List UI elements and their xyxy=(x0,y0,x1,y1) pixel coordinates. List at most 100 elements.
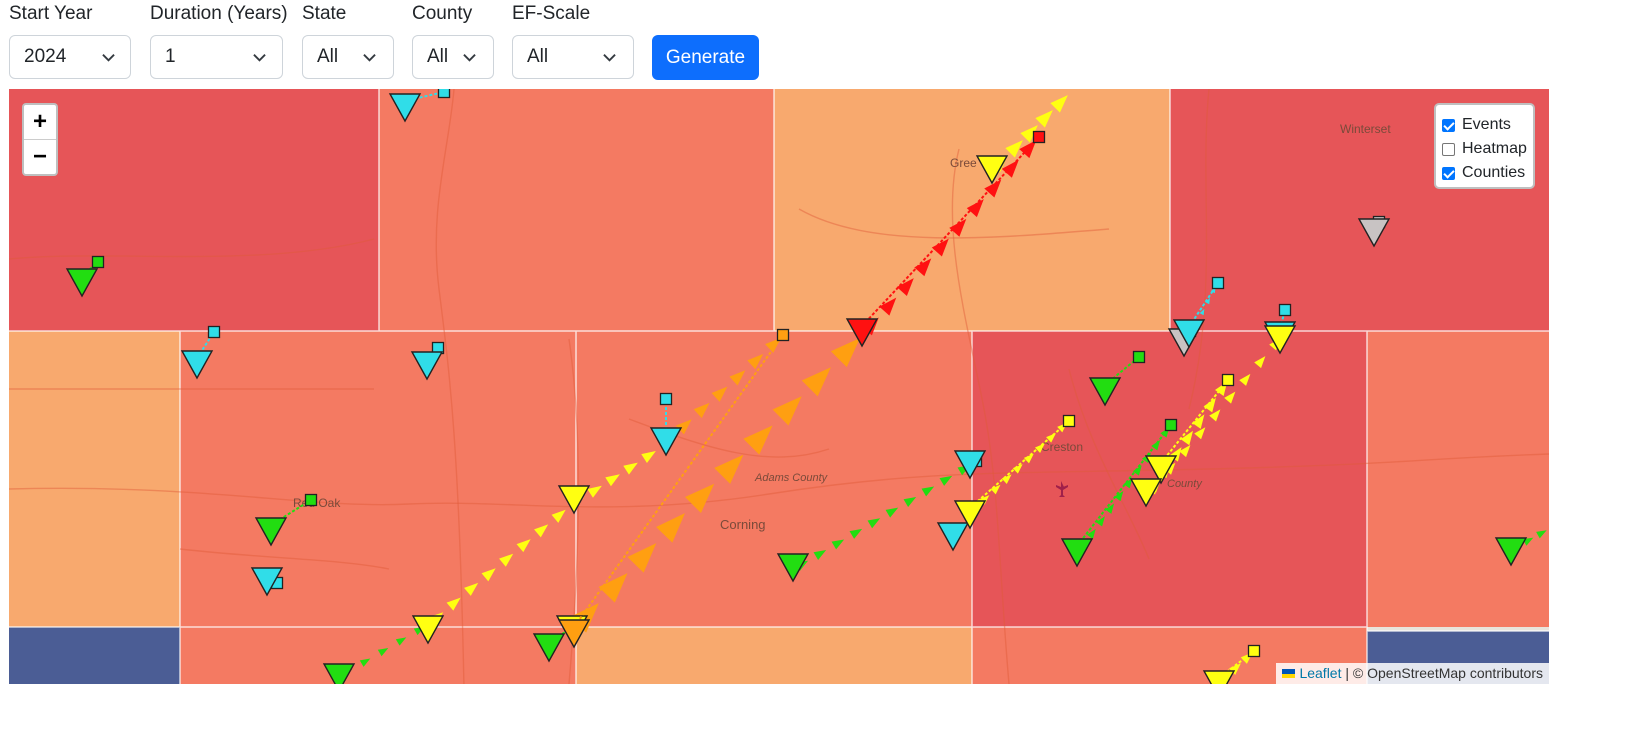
event-start-marker[interactable] xyxy=(388,93,422,123)
event-end-marker[interactable] xyxy=(1062,414,1076,428)
track-arrow xyxy=(879,297,897,316)
track-arrow xyxy=(598,573,628,603)
event-start-marker[interactable] xyxy=(322,663,356,684)
ef-scale-select[interactable]: All xyxy=(512,35,634,79)
state-value: All xyxy=(317,46,339,67)
track-arrow xyxy=(896,278,914,297)
event-start-marker[interactable] xyxy=(1263,325,1297,355)
event-start-marker[interactable] xyxy=(532,633,566,663)
filter-bar: Start Year 2024 Duration (Years) 1 State… xyxy=(0,0,1649,88)
event-markers xyxy=(65,89,1528,684)
county-polygon[interactable] xyxy=(9,89,379,331)
map-container[interactable]: Winterset Red Oak Adams County Corning C… xyxy=(9,89,1549,684)
track-arrow xyxy=(693,402,710,419)
county-select[interactable]: All xyxy=(412,35,494,79)
event-end-marker[interactable] xyxy=(1247,644,1261,658)
track-arrow xyxy=(830,337,861,368)
track-arrow xyxy=(1005,140,1023,158)
event-start-marker[interactable] xyxy=(411,615,445,645)
layer-heatmap[interactable]: Heatmap xyxy=(1442,137,1533,161)
generate-button[interactable]: Generate xyxy=(652,35,759,80)
event-start-marker[interactable] xyxy=(953,500,987,530)
event-end-marker[interactable] xyxy=(1032,130,1046,144)
zoom-in-button[interactable]: + xyxy=(32,108,47,135)
event-end-marker[interactable] xyxy=(659,392,673,406)
event-start-marker[interactable] xyxy=(975,155,1009,185)
event-end-marker[interactable] xyxy=(1221,373,1235,387)
event-end-marker[interactable] xyxy=(1278,303,1292,317)
event-start-marker[interactable] xyxy=(936,522,970,552)
event-end-marker[interactable] xyxy=(1164,418,1178,432)
county-polygon[interactable] xyxy=(379,89,774,331)
event-start-marker[interactable] xyxy=(1129,478,1163,508)
track-arrow xyxy=(914,258,932,277)
event-start-marker[interactable] xyxy=(1060,538,1094,568)
event-start-marker[interactable] xyxy=(953,450,987,480)
track-arrow xyxy=(675,419,692,435)
event-end-marker[interactable] xyxy=(776,328,790,342)
heatmap-checkbox[interactable] xyxy=(1442,142,1455,156)
duration-select[interactable]: 1 xyxy=(150,35,283,79)
event-start-marker[interactable] xyxy=(254,517,288,547)
county-polygon[interactable] xyxy=(9,627,180,684)
event-start-marker[interactable] xyxy=(1144,455,1178,485)
event-start-marker[interactable] xyxy=(1357,218,1391,248)
county-polygon[interactable] xyxy=(180,331,576,627)
track-arrow xyxy=(1209,409,1221,422)
track-arrow xyxy=(885,507,899,518)
event-start-marker[interactable] xyxy=(180,350,214,380)
event-start-marker[interactable] xyxy=(1172,319,1206,349)
place-label: Creston xyxy=(1041,440,1083,454)
track-arrow xyxy=(656,513,685,543)
track-arrow xyxy=(867,518,881,529)
track-arrow xyxy=(1199,308,1205,316)
event-start-marker[interactable] xyxy=(410,351,444,381)
track-arrow xyxy=(516,539,531,553)
place-label: Corning xyxy=(720,517,766,532)
event-start-marker[interactable] xyxy=(1494,537,1528,567)
county-polygon[interactable] xyxy=(576,331,972,627)
event-start-marker[interactable] xyxy=(65,268,99,298)
track-arrow xyxy=(1001,474,1012,484)
event-end-marker[interactable] xyxy=(1211,276,1225,290)
leaflet-link[interactable]: Leaflet xyxy=(1299,665,1342,681)
track-arrow xyxy=(743,425,773,455)
track-arrow xyxy=(1132,465,1142,476)
map-canvas[interactable]: Winterset Red Oak Adams County Corning C… xyxy=(9,89,1549,684)
county-polygon[interactable] xyxy=(180,627,576,684)
layer-label: Heatmap xyxy=(1462,140,1527,157)
event-end-marker[interactable] xyxy=(304,493,318,507)
event-end-marker[interactable] xyxy=(207,325,221,339)
events-checkbox[interactable] xyxy=(1442,118,1455,132)
event-start-marker[interactable] xyxy=(776,553,810,583)
chevron-down-icon xyxy=(363,54,376,62)
track-arrow xyxy=(481,568,496,582)
state-label: State xyxy=(302,3,347,24)
event-start-marker[interactable] xyxy=(649,427,683,457)
county-polygon[interactable] xyxy=(1367,331,1549,627)
event-start-marker[interactable] xyxy=(1202,670,1236,684)
event-start-marker[interactable] xyxy=(250,567,284,597)
county-polygon[interactable] xyxy=(972,331,1367,627)
event-end-marker[interactable] xyxy=(437,89,451,99)
layer-counties[interactable]: Counties xyxy=(1442,161,1533,185)
counties-checkbox[interactable] xyxy=(1442,166,1455,180)
start-year-select[interactable]: 2024 xyxy=(9,35,131,79)
track-arrow xyxy=(464,582,479,596)
county-polygon[interactable] xyxy=(576,627,972,684)
layer-events[interactable]: Events xyxy=(1442,113,1533,137)
event-end-marker[interactable] xyxy=(1132,350,1146,364)
event-start-marker[interactable] xyxy=(557,485,591,515)
track-arrow xyxy=(499,553,514,567)
county-polygon[interactable] xyxy=(9,331,180,627)
track-arrow xyxy=(1205,297,1210,305)
track-arrow xyxy=(1239,373,1251,386)
event-start-marker[interactable] xyxy=(845,318,879,348)
zoom-out-button[interactable]: − xyxy=(24,139,56,174)
state-select[interactable]: All xyxy=(302,35,394,79)
event-start-marker[interactable] xyxy=(1088,377,1122,407)
event-start-marker[interactable] xyxy=(557,619,591,649)
track-arrow xyxy=(813,550,827,561)
place-label: Winterset xyxy=(1340,122,1391,136)
event-end-marker[interactable] xyxy=(91,255,105,269)
